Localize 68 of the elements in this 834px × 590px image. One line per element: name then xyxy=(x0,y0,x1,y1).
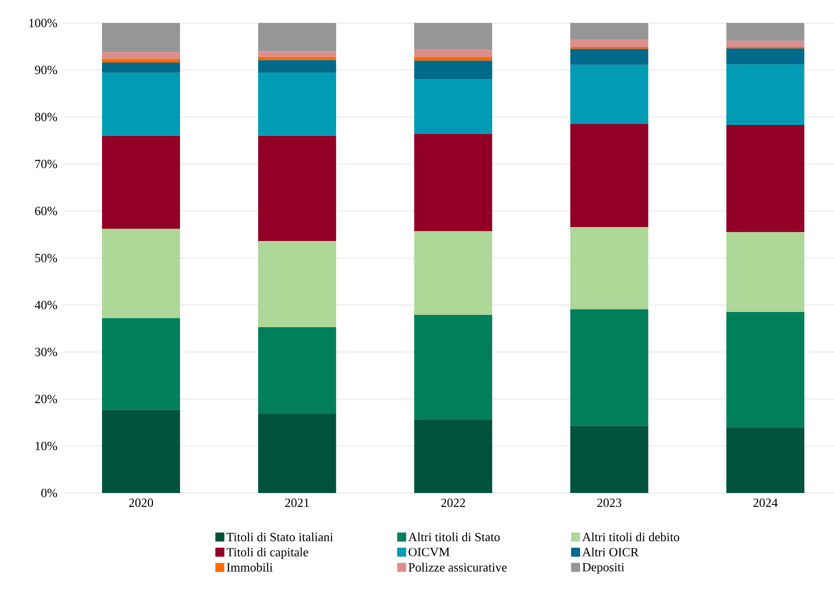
bar xyxy=(102,23,180,52)
bar xyxy=(258,136,336,242)
bar xyxy=(102,62,180,73)
bar xyxy=(570,23,648,40)
legend-label: Altri OICR xyxy=(582,548,639,556)
y-tick-label: 0% xyxy=(41,488,58,498)
bar xyxy=(258,414,336,493)
x-tick-label: 2021 xyxy=(285,498,309,507)
bar xyxy=(414,60,492,80)
legend-label: Polizze assicurative xyxy=(408,562,507,572)
y-tick-label: 90% xyxy=(34,66,58,74)
bar xyxy=(726,312,804,428)
bar xyxy=(570,124,648,227)
legend-label: Immobili xyxy=(226,562,273,572)
x-tick-label: 2023 xyxy=(597,498,622,507)
bar xyxy=(726,48,804,64)
bar xyxy=(102,52,180,59)
y-tick-label: 30% xyxy=(35,348,58,356)
bar xyxy=(726,40,804,47)
y-tick-label: 100% xyxy=(29,18,58,28)
legend-label: Altri titoli di Stato xyxy=(408,532,500,542)
y-tick-label: 80% xyxy=(35,112,58,122)
bar xyxy=(414,231,492,315)
bar xyxy=(102,58,180,62)
bar xyxy=(570,48,648,65)
bar xyxy=(726,124,804,232)
legend-label: Altri titoli di debito xyxy=(582,532,680,542)
bar xyxy=(570,226,648,310)
bar xyxy=(258,60,336,73)
y-tick-label: 40% xyxy=(34,300,58,310)
y-tick-label: 20% xyxy=(35,394,58,404)
x-tick-label: 2022 xyxy=(441,498,466,507)
bar xyxy=(258,51,336,57)
bar xyxy=(414,314,492,420)
x-tick-label: 2020 xyxy=(129,498,154,507)
legend-label: Depositi xyxy=(582,562,624,574)
bar xyxy=(414,419,492,493)
y-tick-label: 70% xyxy=(35,160,58,168)
legend-label: Titoli di Stato italiani xyxy=(226,532,333,542)
bar xyxy=(414,79,492,134)
bar xyxy=(570,40,648,47)
bar xyxy=(102,410,180,493)
bar xyxy=(570,426,648,493)
bar xyxy=(258,56,336,60)
bar xyxy=(726,232,804,312)
x-tick-label: 2024 xyxy=(753,498,778,507)
bar xyxy=(414,56,492,61)
bar xyxy=(726,64,804,125)
y-tick-label: 60% xyxy=(35,206,58,216)
bar xyxy=(726,427,804,493)
bar xyxy=(102,318,180,410)
bar xyxy=(726,23,804,41)
y-tick-label: 50% xyxy=(35,254,58,262)
bar xyxy=(258,72,336,136)
bar xyxy=(258,23,336,52)
legend-label: OICVM xyxy=(408,548,450,556)
bar xyxy=(570,309,648,426)
legend-label: Titoli di capitale xyxy=(226,548,308,559)
y-tick-label: 10% xyxy=(36,442,58,450)
bar xyxy=(102,72,180,136)
bar xyxy=(414,134,492,232)
bar xyxy=(414,23,492,50)
bar xyxy=(102,136,180,229)
bar xyxy=(102,228,180,318)
bar xyxy=(258,327,336,414)
bar xyxy=(414,50,492,57)
bar xyxy=(570,64,648,124)
bar xyxy=(258,241,336,328)
